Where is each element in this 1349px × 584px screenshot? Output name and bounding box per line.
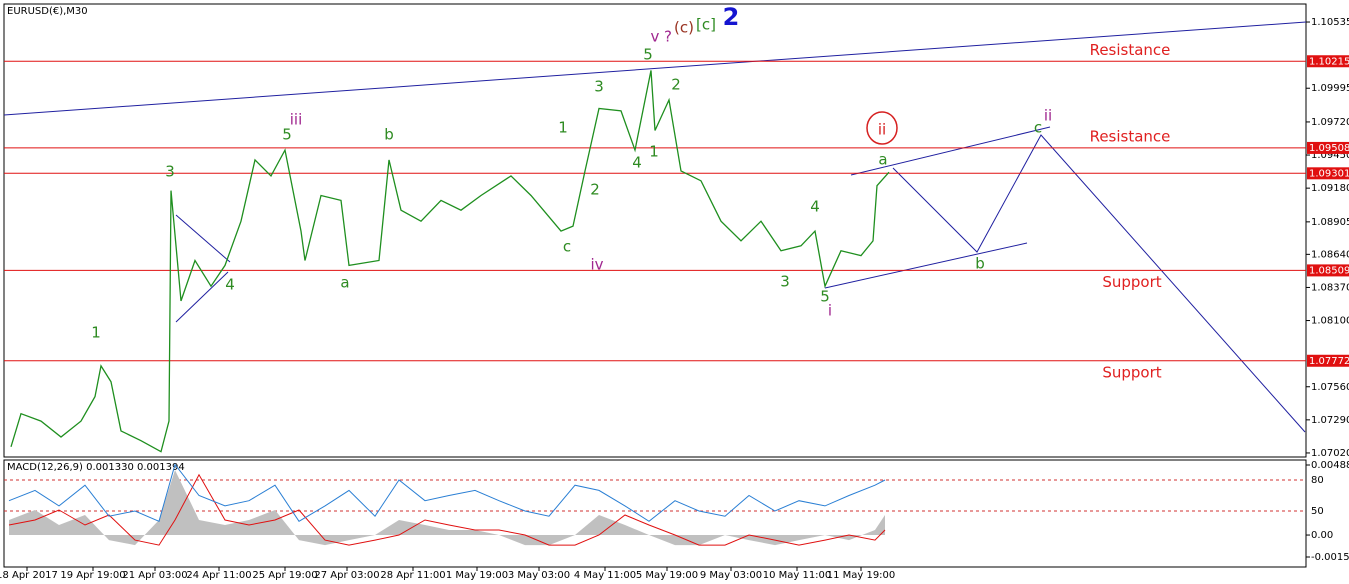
y-tick-label: 0.004887 — [1311, 460, 1349, 471]
oscillator-line — [8, 463, 886, 522]
x-tick-label: 21 Apr 03:00 — [122, 570, 187, 581]
wave-label: i — [828, 302, 832, 320]
y-tick-label: 1.09450 — [1311, 150, 1349, 161]
wave-label: c — [563, 238, 571, 256]
level-note: Resistance — [1090, 41, 1171, 59]
level-box — [1307, 167, 1349, 180]
macd-histogram — [9, 470, 885, 546]
y-tick-label: 1.09180 — [1311, 183, 1349, 194]
trend-line — [3, 21, 1307, 116]
trend-line — [824, 242, 1028, 289]
level-box — [1307, 264, 1349, 277]
x-tick-label: 28 Apr 11:00 — [380, 570, 445, 581]
y-tick-label: -0.001533 — [1311, 552, 1349, 563]
wave-label: 1 — [558, 119, 568, 137]
level-box — [1307, 354, 1349, 367]
wave-label: 3 — [780, 273, 790, 291]
trend-lines — [3, 21, 1307, 433]
y-tick-label: 1.07560 — [1311, 382, 1349, 393]
wave-label: b — [384, 126, 394, 144]
trend-line — [175, 214, 231, 263]
trend-line — [850, 126, 1051, 176]
level-box — [1307, 141, 1349, 154]
y-tick-label: 1.08905 — [1311, 217, 1349, 228]
x-tick-label: 9 May 03:00 — [700, 570, 762, 581]
wave-label: ? — [664, 28, 672, 46]
x-tick-label: 10 May 11:00 — [763, 570, 832, 581]
wave-label: a — [878, 151, 887, 169]
wave-label: [c] — [696, 16, 716, 34]
trend-line — [175, 271, 229, 323]
projection-path — [892, 134, 1306, 433]
level-note: Resistance — [1090, 127, 1171, 145]
level-label: 1.10215 — [1309, 56, 1349, 67]
wave-label: 4 — [810, 198, 820, 216]
price-panel — [3, 3, 1307, 458]
y-tick-label: 1.08640 — [1311, 249, 1349, 260]
y-tick-label: 1.08370 — [1311, 282, 1349, 293]
wave-label: (c) — [674, 19, 694, 37]
wave-label: ii — [1044, 107, 1052, 125]
x-tick-label: 11 May 19:00 — [827, 570, 896, 581]
y2-tick-label: 80 — [1311, 475, 1324, 486]
wave-label: c — [1034, 119, 1042, 137]
x-tick-label: 4 May 11:00 — [574, 570, 636, 581]
wave-label: a — [340, 274, 349, 292]
x-tick-label: 25 Apr 19:00 — [252, 570, 317, 581]
x-tick-label: 18 Apr 2017 — [0, 570, 58, 581]
wave-label: 2 — [671, 76, 681, 94]
signal-line — [8, 473, 886, 546]
wave-label: 5 — [643, 46, 653, 64]
wave-label: iii — [290, 111, 303, 129]
level-note: Support — [1102, 273, 1161, 291]
wave-label: 3 — [165, 163, 175, 181]
level-label: 1.08509 — [1309, 265, 1349, 276]
wave-label: 3 — [594, 78, 604, 96]
wave-label: 2 — [723, 3, 740, 31]
wave-label: ii — [878, 121, 886, 139]
chart-title: EURUSD(€),M30 — [7, 6, 88, 17]
level-label: 1.09508 — [1309, 143, 1349, 154]
wave-label: iv — [590, 256, 603, 274]
x-tick-label: 27 Apr 03:00 — [314, 570, 379, 581]
y-tick-label: 1.07290 — [1311, 415, 1349, 426]
wave-label: 5 — [282, 126, 292, 144]
wave-label: 4 — [225, 276, 235, 294]
wave-label: 2 — [590, 181, 600, 199]
wave-label: 4 — [632, 154, 642, 172]
y-tick-label: 1.09995 — [1311, 83, 1349, 94]
y-tick-label: 1.07020 — [1311, 448, 1349, 459]
x-tick-label: 3 May 03:00 — [508, 570, 570, 581]
circle-marker — [866, 111, 898, 145]
level-label: 1.09301 — [1309, 168, 1349, 179]
x-tick-label: 19 Apr 19:00 — [60, 570, 125, 581]
wave-label: v — [651, 28, 660, 46]
price-line — [10, 70, 890, 453]
x-tick-label: 1 May 19:00 — [446, 570, 508, 581]
level-note: Support — [1102, 363, 1161, 381]
level-box — [1307, 55, 1349, 68]
wave-label: b — [975, 255, 985, 273]
wave-label: 5 — [820, 288, 830, 306]
y-tick-label: 0.00 — [1311, 530, 1333, 541]
y-tick-label: 1.09720 — [1311, 117, 1349, 128]
wave-label: 1 — [91, 324, 101, 342]
x-tick-label: 5 May 19:00 — [636, 570, 698, 581]
y-tick-label: 1.08100 — [1311, 316, 1349, 327]
wave-label: 1 — [649, 143, 659, 161]
y2-tick-label: 50 — [1311, 506, 1324, 517]
x-tick-label: 24 Apr 11:00 — [186, 570, 251, 581]
macd-title: MACD(12,26,9) 0.001330 0.001394 — [7, 462, 185, 473]
level-label: 1.07772 — [1309, 356, 1349, 367]
y-tick-label: 1.10535 — [1311, 17, 1349, 28]
